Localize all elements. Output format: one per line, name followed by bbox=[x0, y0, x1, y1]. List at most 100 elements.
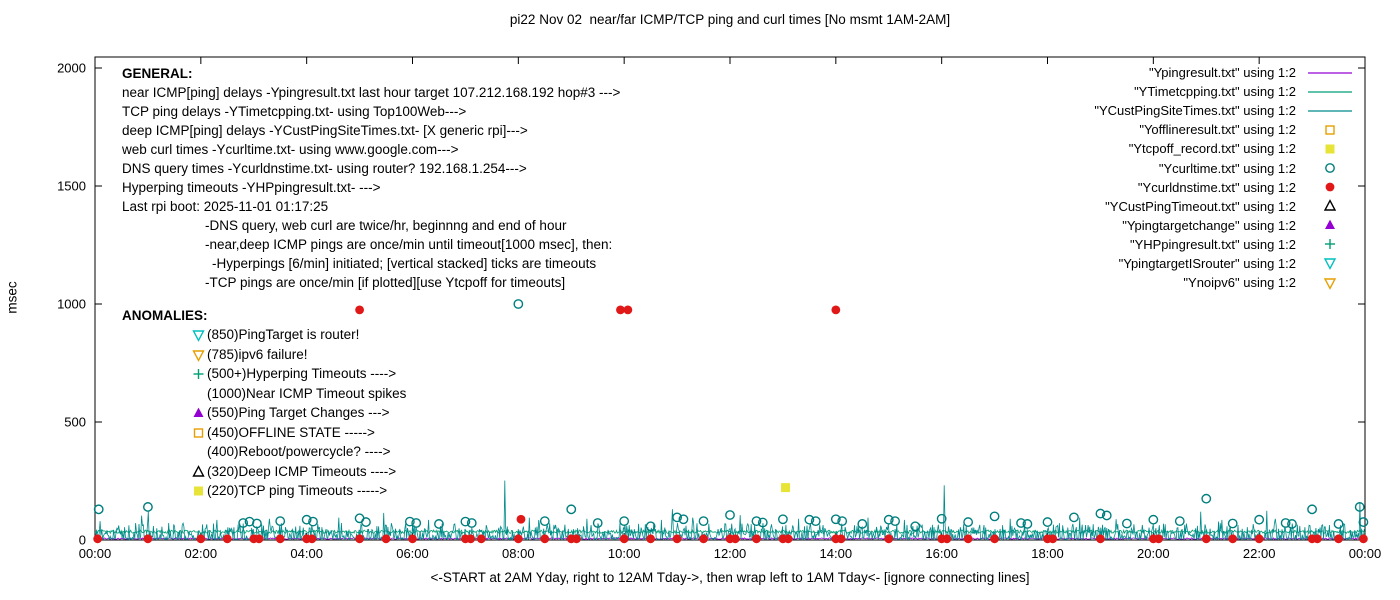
scatter-point-Ycurltime bbox=[1333, 519, 1344, 529]
anomaly-spacer bbox=[191, 444, 206, 459]
legend-label: "YTimetcpping.txt" using 1:2 bbox=[1134, 84, 1296, 100]
legend-entry: "Yofflineresult.txt" using 1:2 bbox=[1094, 120, 1356, 139]
legend-label: "YHPpingresult.txt" using 1:2 bbox=[1129, 236, 1296, 252]
scatter-point-Ycurltime bbox=[434, 519, 444, 529]
anomaly-triangle-down-open-icon bbox=[192, 330, 205, 342]
y-tick-label: 1000 bbox=[57, 297, 86, 312]
general-line: Last rpi boot: 2025-11-01 01:17:25 bbox=[122, 199, 329, 214]
x-tick-label: 10:00 bbox=[608, 546, 641, 561]
scatter-point-Ycurltime bbox=[460, 516, 471, 527]
scatter-point-Ycurltime bbox=[275, 516, 286, 527]
legend-label: "Ycurldnstime.txt" using 1:2 bbox=[1137, 179, 1296, 195]
scatter-point-Ycurltime bbox=[1201, 493, 1212, 504]
legend-label: "YpingtargetISrouter" using 1:2 bbox=[1118, 255, 1296, 271]
legend-marker bbox=[1325, 182, 1335, 192]
scatter-point-Ycurldnstime bbox=[516, 514, 526, 524]
scatter-point-Ycurldnstime bbox=[646, 534, 656, 544]
scatter-point-Ycurltime bbox=[143, 502, 153, 512]
scatter-point-Ycurldnstime bbox=[476, 534, 486, 544]
scatter-point-Ycurldnstime bbox=[752, 534, 761, 544]
scatter-point-Ycurltime bbox=[1358, 517, 1369, 527]
anomaly-square-open-icon bbox=[193, 427, 204, 438]
scatter-point-Ycurltime bbox=[698, 516, 709, 527]
scatter-point-Ycurltime bbox=[804, 514, 815, 525]
legend-label: "Ypingtargetchange" using 1:2 bbox=[1122, 217, 1296, 233]
general-line: near ICMP[ping] delays -Ypingresult.txt … bbox=[122, 85, 621, 100]
legend-entry: "YTimetcpping.txt" using 1:2 bbox=[1094, 82, 1356, 101]
general-line: TCP ping delays -YTimetcpping.txt- using… bbox=[122, 104, 467, 119]
scatter-point-Ycurldnstime bbox=[275, 534, 285, 544]
x-tick-label: 06:00 bbox=[396, 546, 429, 561]
legend-sample-triangle-up-filled-icon bbox=[1325, 219, 1335, 230]
anomaly-row: (850)PingTarget is router! bbox=[191, 327, 359, 342]
scatter-point-Ycurldnstime bbox=[355, 305, 364, 315]
anomaly-triangle-down-open-icon bbox=[192, 349, 205, 362]
scatter-point-Ycurltime bbox=[936, 513, 947, 524]
scatter-point-Ycurltime bbox=[1042, 517, 1053, 527]
scatter-point-Ycurltime bbox=[361, 517, 371, 527]
anomaly-text: (785)ipv6 failure! bbox=[207, 346, 308, 362]
general-line: DNS query times -Ycurldnstime.txt- using… bbox=[122, 161, 527, 176]
general-line: web curl times -Ycurltime.txt- using www… bbox=[122, 142, 459, 157]
general-sub-line: -near,deep ICMP pings are once/min until… bbox=[205, 237, 613, 252]
general-sub-line: -Hyperpings [6/min] initiated; [vertical… bbox=[212, 256, 597, 271]
scatter-point-Ycurltime bbox=[539, 516, 550, 527]
legend-entry: "Ycurldnstime.txt" using 1:2 bbox=[1094, 178, 1356, 197]
legend-entry: "Ypingtargetchange" using 1:2 bbox=[1094, 216, 1356, 235]
legend-marker bbox=[1325, 163, 1335, 173]
scatter-point-Ycurldnstime bbox=[730, 534, 740, 544]
anomaly-text: (1000)Near ICMP Timeout spikes bbox=[207, 385, 407, 401]
legend-marker bbox=[1323, 277, 1337, 290]
anomaly-text: (500+)Hyperping Timeouts ----> bbox=[207, 366, 397, 381]
anomaly-text: (220)TCP ping Timeouts -----> bbox=[207, 483, 388, 498]
anomaly-marker bbox=[192, 349, 205, 362]
anomaly-row: (220)TCP ping Timeouts -----> bbox=[191, 483, 387, 498]
scatter-point-Ycurltime bbox=[830, 514, 841, 525]
x-tick-label: 04:00 bbox=[290, 546, 323, 561]
scatter-point-Ycurltime bbox=[404, 516, 415, 527]
x-tick-label: 00:00 bbox=[1349, 546, 1382, 561]
scatter-point-Ycurltime bbox=[1254, 514, 1265, 525]
scatter-point-Ycurldnstime bbox=[572, 534, 581, 544]
legend-marker bbox=[1325, 144, 1335, 154]
legend-entry: "YCustPingSiteTimes.txt" using 1:2 bbox=[1094, 101, 1356, 120]
x-tick-label: 18:00 bbox=[1031, 546, 1064, 561]
anomaly-row: (785)ipv6 failure! bbox=[191, 347, 308, 362]
scatter-point-Ycurldnstime bbox=[1228, 534, 1238, 544]
legend-label: "Yofflineresult.txt" using 1:2 bbox=[1139, 122, 1296, 138]
anomalies-header: ANOMALIES: bbox=[122, 308, 208, 323]
anomaly-text: (450)OFFLINE STATE -----> bbox=[207, 424, 375, 440]
legend-entry: "Ytcpoff_record.txt" using 1:2 bbox=[1094, 139, 1356, 158]
x-axis-label: <-START at 2AM Yday, right to 12AM Tday-… bbox=[430, 570, 1030, 585]
legend-marker bbox=[1325, 219, 1335, 230]
legend-entry: "YCustPingTimeout.txt" using 1:2 bbox=[1094, 197, 1356, 216]
scatter-point-Ycurltime bbox=[513, 299, 524, 309]
legend-marker bbox=[1325, 125, 1335, 135]
scatter-point-Ycurltime bbox=[252, 518, 262, 529]
anomaly-row: (450)OFFLINE STATE -----> bbox=[191, 425, 375, 440]
x-tick-label: 02:00 bbox=[185, 546, 218, 561]
legend-marker bbox=[1323, 258, 1337, 271]
anomaly-marker bbox=[194, 486, 203, 496]
anomaly-marker bbox=[193, 427, 204, 438]
scatter-point-Ycurldnstime bbox=[355, 534, 364, 544]
anomaly-marker bbox=[193, 407, 204, 417]
scatter-point-Ycurldnstime bbox=[836, 534, 846, 544]
scatter-point-Ycurldnstime bbox=[619, 534, 629, 544]
anomaly-text: (400)Reboot/powercycle? ----> bbox=[207, 444, 391, 459]
scatter-point-Ycurltime bbox=[1022, 519, 1033, 529]
scatter-point-Ycurltime bbox=[751, 516, 762, 527]
scatter-point-Ycurldnstime bbox=[1048, 534, 1058, 544]
scatter-point-Ycurltime bbox=[890, 516, 900, 527]
legend-marker bbox=[1325, 239, 1335, 250]
scatter-point-Ycurltime bbox=[910, 521, 921, 532]
legend-label: "YCustPingTimeout.txt" using 1:2 bbox=[1105, 198, 1296, 214]
anomaly-square-filled-icon bbox=[194, 486, 203, 496]
legend-label: "YCustPingSiteTimes.txt" using 1:2 bbox=[1094, 103, 1296, 119]
scatter-point-Ycurltime bbox=[1121, 518, 1132, 529]
scatter-point-Ycurltime bbox=[1227, 518, 1238, 529]
anomaly-row: (320)Deep ICMP Timeouts ----> bbox=[191, 464, 396, 479]
scatter-point-Ycurltime bbox=[963, 517, 974, 527]
